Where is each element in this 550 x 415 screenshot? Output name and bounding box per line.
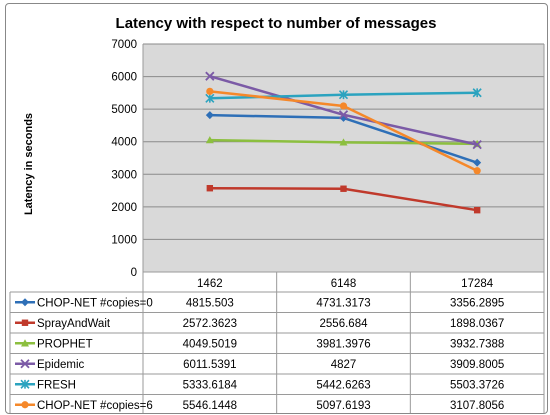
legend-marker bbox=[21, 298, 29, 307]
data-point bbox=[205, 71, 215, 81]
legend-marker bbox=[20, 379, 30, 389]
data-point bbox=[473, 167, 481, 175]
data-point bbox=[473, 206, 481, 214]
table-cell: 6011.5391 bbox=[183, 359, 237, 371]
chart-title: Latency with respect to number of messag… bbox=[116, 15, 437, 32]
table-cell: 3107.8056 bbox=[450, 400, 504, 412]
table-cell: 5546.1448 bbox=[183, 400, 237, 412]
data-point bbox=[472, 88, 482, 98]
table-cell: 5503.3726 bbox=[450, 379, 504, 391]
legend-label: SprayAndWait bbox=[37, 318, 111, 330]
series-5 bbox=[206, 87, 481, 175]
table-cell: 5097.6193 bbox=[316, 400, 370, 412]
y-tick-label: 7000 bbox=[111, 39, 137, 51]
data-point bbox=[473, 158, 482, 167]
data-point bbox=[472, 140, 482, 150]
legend-marker bbox=[20, 359, 30, 369]
y-tick-label: 0 bbox=[131, 267, 137, 279]
data-point bbox=[205, 111, 214, 120]
table-cell: 3981.3976 bbox=[316, 338, 370, 350]
table-cell: 4815.503 bbox=[186, 297, 234, 309]
legend-label: CHOP-NET #copies=6 bbox=[37, 400, 153, 412]
table-cell: 4731.3173 bbox=[316, 297, 370, 309]
y-tick-labels: 0 1000 2000 3000 4000 5000 6000 7000 bbox=[111, 39, 137, 279]
series-layer bbox=[205, 71, 482, 214]
y-tick-label: 6000 bbox=[111, 72, 137, 84]
data-point bbox=[339, 102, 348, 110]
legend-label: PROPHET bbox=[37, 338, 93, 350]
data-point bbox=[340, 185, 347, 192]
x-category-label: 1462 bbox=[197, 278, 223, 290]
legend-label: FRESH bbox=[37, 379, 76, 391]
table-cell: 2556.684 bbox=[320, 318, 369, 330]
y-tick-label: 4000 bbox=[111, 137, 137, 149]
table-cell: 5442.6263 bbox=[316, 379, 370, 391]
y-tick-label: 5000 bbox=[111, 104, 137, 116]
chart-frame: Latency with respect to number of messag… bbox=[5, 3, 548, 414]
data-point bbox=[338, 90, 349, 100]
legend-marker bbox=[21, 401, 29, 409]
plot-area bbox=[143, 44, 544, 272]
chart-svg: Latency with respect to number of messag… bbox=[9, 15, 545, 413]
data-point bbox=[206, 185, 214, 192]
y-axis-label: Latency in seconds bbox=[23, 113, 35, 215]
data-point bbox=[339, 138, 348, 146]
legend-label: CHOP-NET #copies=0 bbox=[37, 297, 153, 309]
data-point bbox=[205, 136, 214, 144]
table-cell: 4049.5019 bbox=[183, 338, 237, 350]
data-point bbox=[205, 93, 215, 103]
y-tick-label: 3000 bbox=[111, 169, 137, 181]
data-point bbox=[206, 87, 214, 95]
table-cell: 4827 bbox=[331, 359, 357, 371]
x-category-label: 17284 bbox=[461, 278, 494, 290]
table-cell: 2572.3623 bbox=[183, 318, 237, 330]
table-cell: 3909.8005 bbox=[450, 359, 504, 371]
legend-marker bbox=[21, 339, 29, 347]
data-point bbox=[338, 110, 349, 120]
table-cell: 3932.7388 bbox=[450, 338, 504, 350]
y-tick-label: 2000 bbox=[111, 202, 137, 214]
series-1 bbox=[206, 185, 481, 214]
legend-marker bbox=[21, 319, 29, 326]
table-cell: 5333.6184 bbox=[183, 379, 238, 391]
series-3 bbox=[205, 71, 482, 150]
y-tick-label: 1000 bbox=[111, 234, 137, 246]
legend-label: Epidemic bbox=[37, 359, 85, 371]
table-cell: 3356.2895 bbox=[450, 297, 504, 309]
data-table: 1462 6148 17284 CHOP-NET #copies=0 4815.503 4… bbox=[9, 44, 545, 413]
x-category-label: 6148 bbox=[331, 278, 357, 290]
table-cell: 1898.0367 bbox=[450, 318, 504, 330]
